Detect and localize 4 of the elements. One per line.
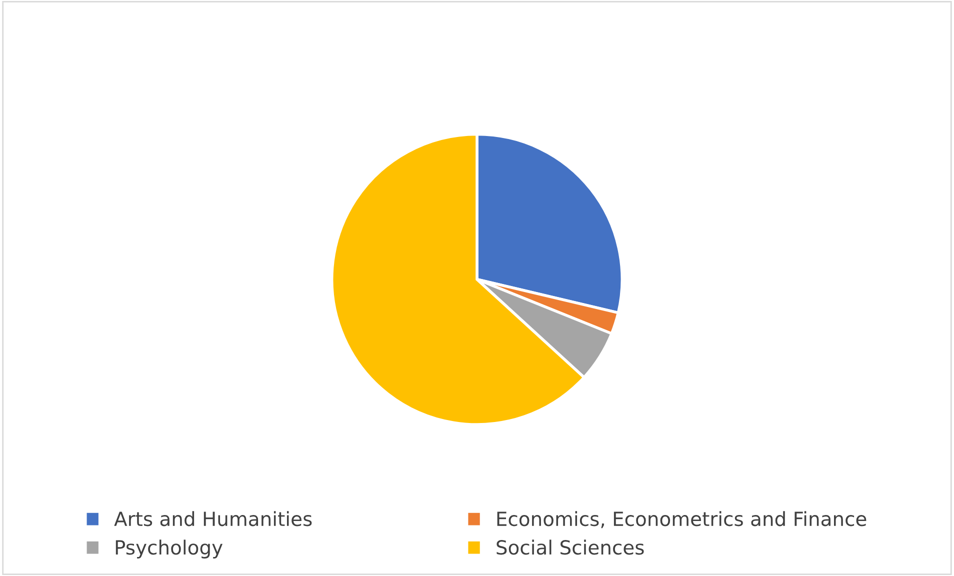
legend-label: Arts and Humanities: [114, 511, 312, 526]
legend-label: Psychology: [116, 540, 223, 558]
legend-label: Social Sciences: [496, 540, 644, 555]
legend-label: Economics, Econometrics and Finance: [497, 511, 866, 528]
